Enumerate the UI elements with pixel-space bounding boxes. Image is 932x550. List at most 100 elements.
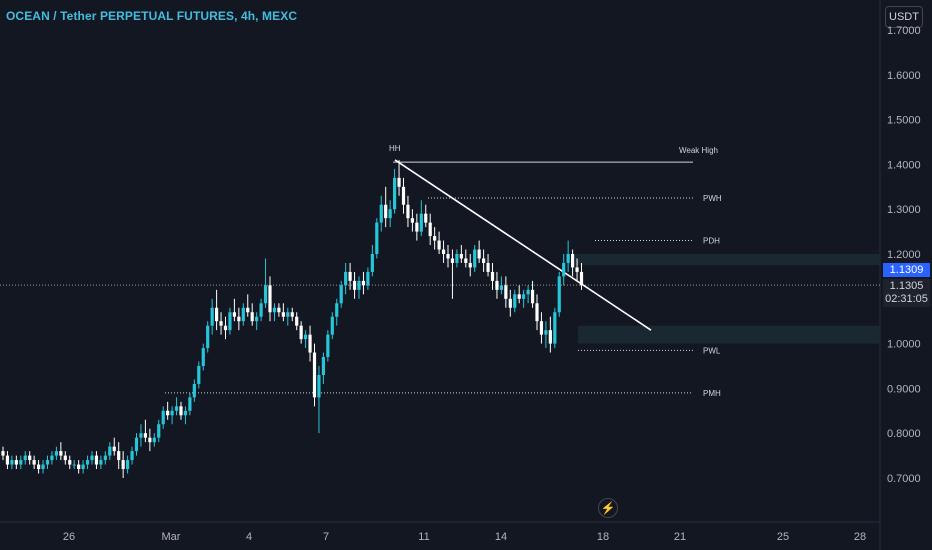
candle-body bbox=[424, 213, 428, 223]
lightning-bolt-icon[interactable]: ⚡ bbox=[598, 498, 618, 518]
currency-button[interactable]: USDT bbox=[885, 6, 923, 28]
candle-body bbox=[352, 280, 357, 290]
candle-body bbox=[495, 280, 499, 290]
candle-body bbox=[295, 316, 299, 326]
candle-body bbox=[81, 464, 85, 470]
candle-body bbox=[99, 460, 103, 465]
candle-body bbox=[397, 177, 401, 187]
candle-body bbox=[255, 316, 259, 322]
candle-body bbox=[130, 451, 134, 461]
candle-body bbox=[579, 271, 584, 286]
candle-body bbox=[94, 455, 99, 465]
candle-body bbox=[384, 204, 388, 219]
candle-body bbox=[1, 451, 5, 456]
candle-body bbox=[299, 325, 303, 340]
candle-body bbox=[539, 321, 544, 335]
candle-body bbox=[473, 249, 477, 268]
candle-body bbox=[117, 451, 121, 461]
level-label-pwh: PWH bbox=[703, 194, 722, 203]
candle-body bbox=[401, 186, 406, 205]
candle-body bbox=[139, 433, 143, 438]
candle-body bbox=[63, 455, 67, 461]
candle-body bbox=[370, 254, 374, 272]
level-label-weak-high: Weak High bbox=[679, 146, 718, 155]
candle-body bbox=[321, 357, 325, 375]
candle-body bbox=[455, 254, 459, 263]
candle-body bbox=[415, 222, 419, 232]
candle-body bbox=[557, 276, 561, 313]
y-tick-label: 0.7000 bbox=[887, 473, 921, 485]
x-tick-label: 4 bbox=[246, 531, 252, 543]
candle-body bbox=[54, 451, 58, 456]
candle-body bbox=[486, 262, 490, 272]
level-label-pwl: PWL bbox=[703, 346, 721, 355]
candle-body bbox=[143, 433, 147, 438]
candle-body bbox=[419, 213, 423, 232]
candle-body bbox=[571, 254, 575, 268]
candle-body bbox=[59, 451, 63, 456]
candle-body bbox=[170, 410, 174, 416]
candle-body bbox=[446, 254, 450, 259]
candle-body bbox=[14, 460, 18, 465]
candle-body bbox=[183, 410, 188, 416]
candle-body bbox=[393, 177, 397, 210]
candle-body bbox=[246, 307, 250, 313]
candle-body bbox=[286, 312, 290, 317]
candle-body bbox=[530, 289, 535, 304]
x-tick-label: 26 bbox=[63, 531, 75, 543]
candle-body bbox=[410, 218, 414, 223]
candle-body bbox=[290, 312, 294, 317]
level-label-pmh: PMH bbox=[703, 389, 721, 398]
candle-body bbox=[548, 330, 552, 344]
candle-body bbox=[201, 348, 205, 366]
current-price-value: 1.1305 bbox=[889, 280, 924, 292]
x-tick-label: 18 bbox=[597, 531, 609, 543]
candle-body bbox=[215, 307, 219, 322]
candle-body bbox=[281, 312, 285, 317]
candle-body bbox=[459, 254, 463, 259]
candle-body bbox=[68, 460, 72, 465]
candle-body bbox=[344, 271, 348, 286]
candle-body bbox=[223, 325, 228, 331]
candle-body bbox=[433, 236, 437, 241]
candle-body bbox=[188, 397, 192, 411]
candle-body bbox=[241, 307, 245, 322]
candle-body bbox=[108, 446, 112, 456]
x-tick-label: Mar bbox=[162, 531, 181, 543]
candle-body bbox=[330, 316, 334, 335]
candle-body bbox=[361, 280, 366, 286]
candle-body bbox=[23, 455, 27, 461]
levels-layer: HH Weak High PWH PDH PWL PMH bbox=[0, 144, 880, 398]
candle-body bbox=[121, 460, 125, 470]
candle-body bbox=[428, 222, 432, 237]
candle-body bbox=[206, 325, 210, 349]
candle-body bbox=[174, 406, 179, 411]
candle-body bbox=[72, 464, 76, 466]
candle-body bbox=[126, 460, 130, 470]
candle-body bbox=[28, 455, 32, 461]
candle-body bbox=[504, 285, 508, 299]
candle-body bbox=[513, 294, 517, 308]
y-tick-label: 1.3000 bbox=[887, 204, 921, 216]
candle-body bbox=[339, 285, 343, 304]
candle-body bbox=[259, 303, 263, 317]
candle-body bbox=[522, 294, 526, 299]
x-tick-label: 21 bbox=[674, 531, 686, 543]
candle-body bbox=[379, 204, 383, 223]
candle-body bbox=[562, 262, 566, 277]
candle-body bbox=[45, 460, 50, 465]
candle-body bbox=[232, 312, 236, 317]
candle-body bbox=[348, 271, 352, 281]
x-tick-label: 28 bbox=[854, 531, 866, 543]
candle-body bbox=[152, 437, 156, 443]
y-tick-label: 0.9000 bbox=[887, 383, 921, 395]
candle-body bbox=[375, 222, 379, 254]
y-tick-label: 1.0000 bbox=[887, 339, 921, 351]
y-tick-label: 1.4000 bbox=[887, 159, 921, 171]
candle-body bbox=[566, 254, 570, 263]
candle-body bbox=[575, 267, 579, 272]
y-tick-label: 1.5000 bbox=[887, 115, 921, 127]
candle-body bbox=[326, 334, 330, 358]
candle-body bbox=[499, 285, 503, 290]
